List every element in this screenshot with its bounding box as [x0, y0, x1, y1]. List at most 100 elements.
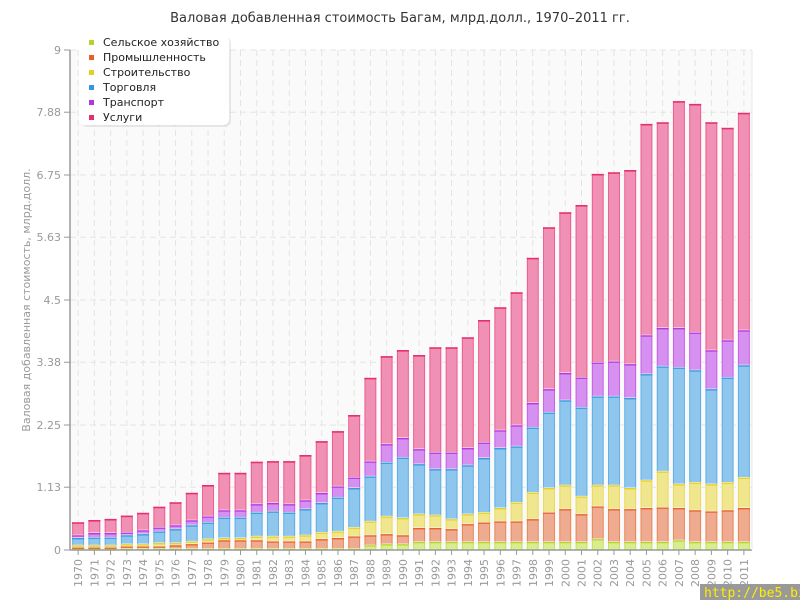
bar-segment — [656, 506, 669, 542]
x-tick-label: 1991 — [413, 559, 426, 587]
legend-label: Транспорт — [102, 96, 165, 109]
bar-segment — [396, 437, 410, 458]
x-tick-label: 1984 — [299, 559, 312, 587]
bar-segment — [380, 461, 393, 517]
bar-segment — [526, 426, 540, 493]
x-tick-label: 2004 — [624, 559, 637, 587]
bar-segment — [396, 456, 410, 519]
x-tick-label: 1998 — [527, 559, 540, 587]
bar-segment — [412, 463, 426, 515]
bar-segment — [266, 460, 280, 504]
bar-segment — [429, 451, 442, 470]
bar-segment — [412, 527, 426, 542]
bar-segment — [737, 329, 751, 366]
x-tick-label: 2000 — [559, 559, 572, 587]
bar-segment — [396, 517, 410, 536]
bar-segment — [705, 483, 718, 512]
x-tick-label: 1997 — [511, 559, 524, 587]
bar-segment — [575, 204, 588, 378]
bar-segment — [299, 454, 312, 501]
bar-segment — [445, 451, 458, 470]
bar-segment — [526, 257, 540, 404]
legend-swatch — [89, 55, 94, 60]
bar-segment — [721, 127, 734, 341]
bar-segment — [542, 226, 556, 390]
bar-segment — [607, 395, 621, 486]
bar-segment — [623, 363, 637, 399]
bar-segment — [331, 485, 345, 498]
bar-segment — [494, 520, 507, 542]
chart-title: Валовая добавленная стоимость Багам, млр… — [170, 11, 630, 26]
x-tick-label: 1989 — [381, 559, 394, 587]
bar-segment — [299, 508, 312, 536]
bar-segment — [575, 376, 588, 408]
y-tick-label: 6.75 — [37, 169, 62, 182]
bar-segment — [494, 306, 507, 431]
x-tick-label: 1993 — [446, 559, 459, 587]
bar-segment — [218, 472, 231, 511]
x-tick-label: 2006 — [657, 559, 670, 587]
bar-segment — [672, 366, 686, 485]
bar-segment — [494, 429, 507, 449]
bar-segment — [542, 388, 556, 413]
bar-segment — [104, 518, 117, 534]
bar-segment — [429, 346, 442, 453]
axes: 0 1.13 2.25 3.38 4.5 5.63 6.75 7.88 9 1970 1971 197… — [37, 44, 753, 587]
bar-segment — [218, 516, 231, 539]
bar-segment — [445, 528, 458, 542]
bar-segment — [169, 528, 182, 544]
x-tick-label: 1988 — [364, 559, 377, 587]
bar-segment — [640, 373, 653, 481]
bar-segment — [396, 349, 410, 439]
bar-segment — [591, 484, 604, 507]
x-tick-label: 1977 — [186, 559, 199, 587]
x-tick-label: 1979 — [218, 559, 231, 587]
bar-segment — [364, 520, 377, 536]
bar-segment — [282, 460, 296, 505]
bar-segment — [347, 535, 361, 549]
bar-segment — [623, 508, 637, 542]
x-tick-label: 1971 — [88, 559, 101, 587]
bar-segment — [477, 441, 491, 459]
bar-segment — [721, 339, 734, 378]
y-tick-label: 0 — [54, 544, 61, 557]
y-tick-label: 2.25 — [37, 419, 62, 432]
bar-segment — [315, 440, 328, 494]
x-tick-label: 1999 — [543, 559, 556, 587]
bar-segment — [526, 402, 540, 428]
bar-segment — [688, 509, 702, 542]
x-tick-label: 1987 — [348, 559, 361, 587]
bar-segment — [364, 475, 377, 522]
x-tick-label: 1980 — [235, 559, 248, 587]
bar-segment — [672, 507, 686, 541]
x-tick-label: 2009 — [705, 559, 718, 587]
bar-segment — [575, 513, 588, 542]
bar-segment — [461, 464, 475, 515]
legend-label: Промышленность — [103, 51, 206, 64]
bar-segment — [623, 169, 637, 365]
legend: Сельское хозяйство Промышленность Строител… — [79, 35, 231, 127]
bar-segment — [234, 516, 247, 539]
bar-segment — [510, 520, 523, 542]
bar-segment — [71, 521, 85, 536]
bar-segment — [477, 521, 491, 542]
bar-segment — [234, 472, 247, 511]
bar-segment — [607, 508, 621, 542]
x-tick-label: 1995 — [478, 559, 491, 587]
bar-segment — [559, 484, 572, 510]
bar-segment — [705, 121, 718, 351]
bar-segment — [542, 411, 556, 489]
watermark: http://be5.biz/ — [704, 586, 800, 600]
bar-segment — [250, 461, 263, 505]
bar-segment — [412, 448, 426, 465]
bar-segment — [721, 509, 734, 542]
bar-segment — [510, 424, 523, 447]
x-tick-label: 1996 — [494, 559, 507, 587]
bar-segment — [688, 331, 702, 371]
bars — [71, 100, 751, 551]
x-tick-label: 1994 — [462, 559, 475, 587]
bar-segment — [542, 487, 556, 513]
bar-segment — [169, 501, 182, 526]
x-tick-label: 2002 — [592, 559, 605, 587]
x-tick-label: 1985 — [316, 559, 329, 587]
